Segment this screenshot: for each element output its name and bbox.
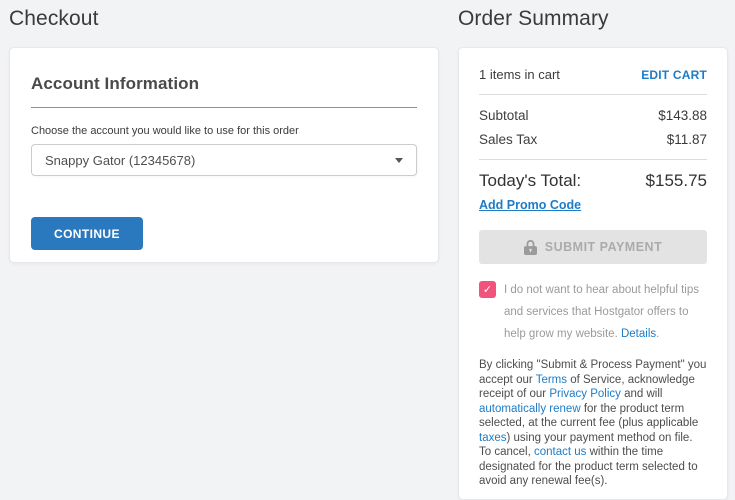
marketing-optout-checkbox[interactable]: ✓ bbox=[479, 281, 496, 298]
subtotal-label: Subtotal bbox=[479, 108, 529, 123]
cart-count-row: 1 items in cart EDIT CART bbox=[479, 67, 707, 82]
cart-count-text: 1 items in cart bbox=[479, 67, 560, 82]
add-promo-code-link[interactable]: Add Promo Code bbox=[479, 198, 582, 212]
divider bbox=[479, 159, 707, 160]
marketing-optout-label: I do not want to hear about helpful tips… bbox=[504, 284, 699, 340]
submit-payment-label: SUBMIT PAYMENT bbox=[544, 240, 663, 254]
account-select-value: Snappy Gator (12345678) bbox=[45, 152, 196, 168]
order-summary-card: 1 items in cart EDIT CART Subtotal $143.… bbox=[458, 47, 728, 500]
sales-tax-value: $11.87 bbox=[666, 132, 707, 147]
total-label: Today's Total: bbox=[479, 171, 582, 190]
order-summary-column: Order Summary 1 items in cart EDIT CART … bbox=[458, 0, 728, 500]
legal-fine-print: By clicking "Submit & Process Payment" y… bbox=[479, 359, 707, 487]
account-select-label: Choose the account you would like to use… bbox=[31, 125, 299, 137]
sales-tax-row: Sales Tax $11.87 bbox=[479, 132, 707, 147]
checkout-column: Checkout Account Information Choose the … bbox=[9, 0, 439, 475]
subtotal-value: $143.88 bbox=[658, 108, 707, 123]
continue-button[interactable]: CONTINUE bbox=[31, 217, 143, 250]
inline-text-link[interactable]: automatically renew bbox=[479, 402, 581, 415]
order-summary-title: Order Summary bbox=[458, 7, 609, 30]
account-select[interactable]: Snappy Gator (12345678) bbox=[31, 144, 417, 176]
inline-text-link[interactable]: contact us bbox=[533, 446, 587, 458]
account-information-heading: Account Information bbox=[31, 74, 200, 93]
checkout-title: Checkout bbox=[9, 7, 99, 30]
submit-payment-button[interactable]: SUBMIT PAYMENT bbox=[479, 230, 707, 264]
lock-icon bbox=[523, 239, 537, 255]
marketing-optout-row: ✓ I do not want to hear about helpful ti… bbox=[479, 279, 707, 345]
inline-text-link[interactable]: Terms bbox=[535, 373, 567, 386]
edit-cart-link[interactable]: EDIT CART bbox=[641, 67, 707, 82]
sales-tax-label: Sales Tax bbox=[479, 132, 538, 147]
chevron-down-icon bbox=[395, 157, 403, 163]
total-row: Today's Total: $155.75 bbox=[479, 171, 707, 191]
checkout-page: Checkout Account Information Choose the … bbox=[9, 0, 728, 500]
inline-text-link[interactable]: Details bbox=[620, 328, 657, 340]
inline-text-link[interactable]: Privacy Policy bbox=[549, 388, 621, 400]
total-value: $155.75 bbox=[645, 171, 707, 190]
checkmark-icon: ✓ bbox=[482, 284, 493, 296]
inline-text-link[interactable]: taxes bbox=[479, 431, 507, 444]
divider bbox=[479, 94, 707, 95]
subtotal-row: Subtotal $143.88 bbox=[479, 108, 707, 123]
heading-divider bbox=[31, 107, 417, 108]
account-information-card: Account Information Choose the account y… bbox=[9, 47, 439, 263]
